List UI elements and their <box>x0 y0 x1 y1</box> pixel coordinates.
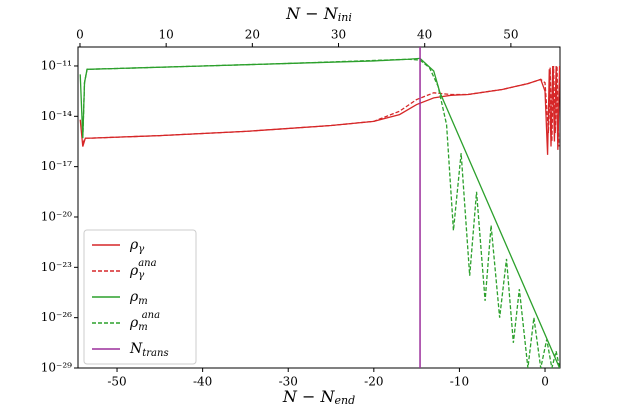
y-tick-label: 10⁻²⁰ <box>41 209 72 223</box>
legend-label: ρm <box>129 289 148 307</box>
x-tick-label: -30 <box>279 375 298 389</box>
x2-tick-label: 10 <box>159 28 174 42</box>
plot-area <box>79 47 560 368</box>
legend-label: ρmana <box>129 310 160 333</box>
x-axis-label: N − Nend <box>282 387 355 408</box>
y-tick-label: 10⁻¹¹ <box>41 58 72 72</box>
y-tick-label: 10⁻²⁹ <box>41 361 72 375</box>
y-tick-label: 10⁻²³ <box>41 260 72 274</box>
x2-tick-label: 20 <box>245 28 260 42</box>
legend-label: Ntrans <box>129 341 169 359</box>
x2-tick-label: 40 <box>417 28 432 42</box>
x-tick-label: -10 <box>450 375 469 389</box>
x-tick-label: 0 <box>541 375 549 389</box>
x2-tick-label: 50 <box>503 28 518 42</box>
series-line <box>79 65 560 155</box>
plot-frame <box>77 46 561 369</box>
legend-label: ργana <box>129 258 157 281</box>
y-tick-label: 10⁻¹⁷ <box>41 159 72 173</box>
x2-axis-label: N − Nini <box>285 4 352 25</box>
legend-label: ργ <box>129 237 144 255</box>
x-tick-label: -20 <box>364 375 383 389</box>
x2-tick-label: 30 <box>331 28 346 42</box>
legend-box <box>83 229 197 365</box>
x-tick-label: -50 <box>107 375 126 389</box>
y-tick-label: 10⁻²⁶ <box>41 310 72 324</box>
series-line <box>82 58 560 368</box>
y-tick-label: 10⁻¹⁴ <box>41 109 72 123</box>
x-tick-label: -40 <box>193 375 212 389</box>
x2-tick-label: 0 <box>76 28 84 42</box>
series-line <box>82 65 560 147</box>
